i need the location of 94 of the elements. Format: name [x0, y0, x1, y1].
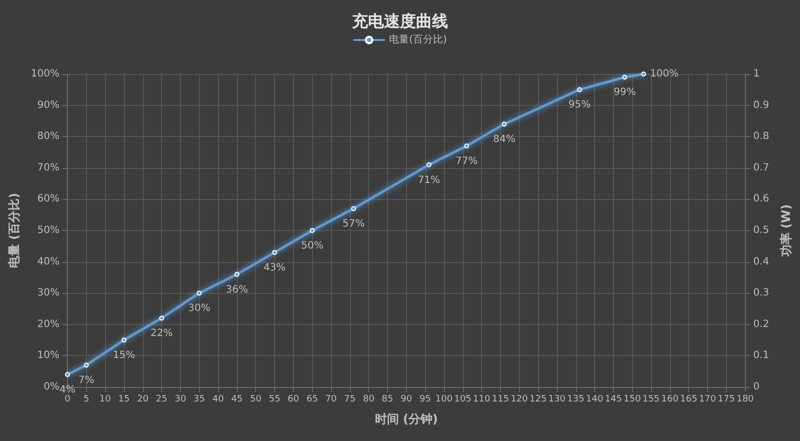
y-tick-label: 40%	[37, 256, 60, 268]
y-tick-label: 60%	[37, 194, 60, 205]
x-tick-label: 80	[362, 394, 375, 404]
y-tick-label: 10%	[37, 350, 60, 362]
y-tick-label: 90%	[37, 100, 60, 111]
y-tick-label: 50%	[37, 225, 60, 236]
data-label: 100%	[650, 68, 679, 80]
y2-tick-label: 0.4	[753, 256, 770, 268]
x-tick-label: 95	[419, 394, 431, 404]
point	[64, 372, 70, 377]
y2-tick-label: 1	[753, 68, 760, 80]
x-tick-label: 20	[137, 394, 149, 404]
y2-axis-title: 功率 (W)	[779, 204, 793, 258]
y-tick-label: 100%	[30, 68, 60, 80]
point	[622, 74, 628, 80]
point	[351, 206, 356, 212]
point	[310, 228, 315, 233]
point	[426, 162, 432, 168]
x-tick-label: 35	[194, 394, 205, 404]
point	[234, 272, 240, 277]
x-tick-label: 55	[268, 394, 280, 404]
x-tick-label: 175	[718, 394, 735, 404]
y2-tick-label: 0.2	[753, 318, 770, 330]
point	[641, 72, 646, 76]
y2-tick-label: 0.1	[753, 350, 770, 362]
data-label: 7%	[78, 375, 94, 386]
y2-tick-label: 0	[753, 382, 760, 392]
data-label: 50%	[301, 240, 324, 252]
x-tick-label: 15	[118, 394, 130, 404]
x-tick-label: 135	[567, 394, 584, 404]
x-tick-label: 30	[174, 394, 186, 404]
y2-tick-label: 0.9	[753, 100, 770, 111]
data-label: 84%	[493, 134, 516, 146]
data-label: 71%	[418, 174, 440, 186]
x-tick-label: 165	[680, 394, 698, 404]
x-tick-label: 180	[736, 394, 754, 404]
point	[272, 250, 278, 255]
y-tick-label: 20%	[37, 318, 60, 330]
y2-tick-label: 0.6	[753, 194, 770, 205]
data-label: 36%	[226, 284, 248, 296]
data-label: 15%	[112, 350, 136, 362]
x-tick-label: 115	[492, 394, 510, 404]
data-label: 22%	[150, 328, 173, 340]
x-tick-label: 10	[99, 394, 112, 404]
point	[121, 338, 126, 343]
point	[502, 122, 507, 127]
x-tick-label: 70	[325, 394, 338, 404]
point	[196, 290, 202, 296]
data-label: 99%	[614, 87, 636, 98]
x-tick-label: 145	[604, 394, 622, 404]
x-tick-label: 170	[698, 394, 716, 404]
y2-tick-label: 0.7	[753, 162, 770, 174]
x-tick-label: 85	[382, 394, 394, 404]
x-tick-label: 140	[586, 394, 604, 404]
legend-label: 电量(百分比)	[389, 34, 447, 46]
x-tick-label: 110	[473, 394, 490, 404]
y-axis-title: 电量 (百分比)	[7, 192, 21, 268]
x-tick-label: 25	[156, 394, 168, 404]
x-tick-label: 160	[661, 394, 679, 404]
x-tick-label: 5	[83, 394, 90, 404]
point	[84, 362, 89, 368]
data-label: 95%	[568, 100, 591, 111]
x-tick-label: 105	[454, 394, 472, 404]
point	[464, 143, 470, 148]
x-tick-label: 125	[530, 394, 547, 404]
data-label: 57%	[342, 218, 365, 230]
y2-tick-label: 0.5	[753, 225, 770, 236]
point	[577, 87, 582, 92]
y2-tick-label: 0.3	[753, 288, 770, 299]
x-tick-label: 150	[624, 394, 642, 404]
x-tick-label: 75	[344, 394, 356, 404]
y-tick-label: 30%	[37, 288, 60, 299]
y-tick-label: 70%	[37, 162, 60, 174]
x-tick-label: 100	[435, 394, 453, 404]
x-tick-label: 60	[288, 394, 300, 404]
point	[159, 316, 164, 321]
data-label: 77%	[455, 156, 478, 167]
y2-tick-label: 0.8	[753, 131, 770, 142]
x-tick-label: 90	[400, 394, 412, 404]
x-tick-label: 155	[642, 394, 660, 404]
y-tick-label: 0%	[44, 382, 60, 392]
chart-title: 充电速度曲线	[351, 12, 448, 30]
x-tick-label: 40	[212, 394, 224, 404]
x-tick-label: 120	[510, 394, 528, 404]
x-tick-label: 65	[306, 394, 318, 404]
x-tick-label: 0	[64, 394, 71, 404]
data-label: 4%	[60, 384, 76, 396]
y-tick-label: 80%	[37, 131, 60, 142]
data-label: 43%	[263, 262, 286, 274]
data-label: 30%	[188, 303, 210, 314]
x-axis-title: 时间 (分钟)	[374, 412, 438, 426]
x-tick-label: 45	[231, 394, 243, 404]
x-tick-label: 130	[548, 394, 566, 404]
x-tick-label: 50	[250, 394, 262, 404]
